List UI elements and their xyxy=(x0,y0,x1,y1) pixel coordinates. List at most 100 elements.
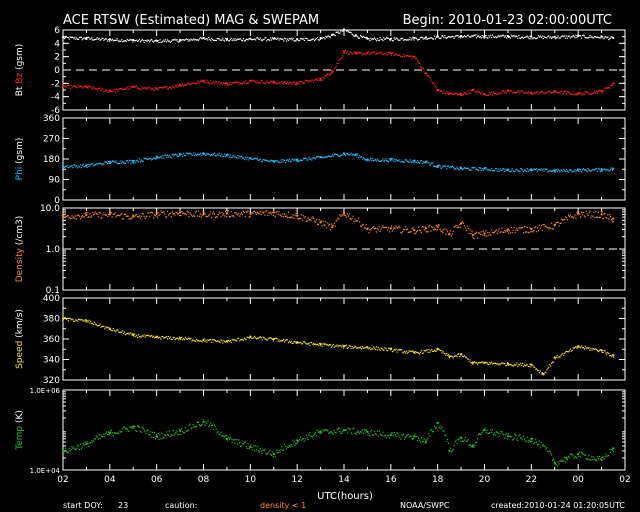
data-dot xyxy=(523,364,526,366)
data-dot xyxy=(183,84,186,87)
data-dot xyxy=(605,87,607,89)
data-dot xyxy=(580,347,582,349)
data-dot xyxy=(84,319,86,321)
data-dot xyxy=(423,70,425,72)
data-dot xyxy=(597,351,600,353)
data-dot xyxy=(135,214,137,216)
data-dot xyxy=(136,87,139,89)
data-dot xyxy=(92,211,94,214)
data-dot xyxy=(236,340,238,342)
data-dot xyxy=(221,153,223,155)
data-dot xyxy=(421,352,423,355)
data-dot xyxy=(135,335,137,338)
data-dot xyxy=(558,225,560,227)
data-dot xyxy=(130,39,132,41)
series-speed xyxy=(61,317,615,376)
data-dot xyxy=(597,167,600,169)
data-dot xyxy=(402,352,404,354)
data-dot xyxy=(128,159,130,161)
data-dot xyxy=(143,334,145,336)
data-dot xyxy=(381,226,383,228)
data-dot xyxy=(422,352,424,354)
data-dot xyxy=(121,430,123,433)
data-point xyxy=(272,160,275,163)
data-dot xyxy=(336,153,338,156)
data-dot xyxy=(288,444,290,447)
data-dot xyxy=(506,230,509,232)
data-dot xyxy=(591,215,593,217)
data-dot xyxy=(295,213,297,215)
data-point xyxy=(483,92,486,96)
y-tick-label: 320 xyxy=(43,376,60,386)
data-dot xyxy=(469,359,471,361)
data-dot xyxy=(397,39,399,41)
data-dot xyxy=(94,38,97,41)
data-dot xyxy=(63,166,65,169)
data-dot xyxy=(70,449,72,451)
data-dot xyxy=(181,336,183,338)
data-dot xyxy=(246,336,248,338)
data-dot xyxy=(270,453,272,455)
data-dot xyxy=(519,434,521,436)
data-dot xyxy=(332,33,334,35)
data-dot xyxy=(119,87,121,89)
data-dot xyxy=(466,93,468,95)
data-dot xyxy=(299,342,301,344)
data-dot xyxy=(345,152,348,154)
data-dot xyxy=(200,424,202,427)
data-dot xyxy=(326,429,328,431)
data-dot xyxy=(470,445,472,447)
data-dot xyxy=(195,39,197,41)
data-dot xyxy=(222,214,224,216)
data-dot xyxy=(185,152,187,154)
data-dot xyxy=(315,344,318,346)
data-dot xyxy=(561,353,563,355)
data-dot xyxy=(279,341,281,343)
data-point xyxy=(366,37,369,40)
data-dot xyxy=(76,218,78,220)
data-dot xyxy=(327,222,329,224)
data-dot xyxy=(411,350,413,352)
data-dot xyxy=(309,158,311,161)
data-dot xyxy=(549,91,551,93)
data-dot xyxy=(87,321,89,323)
data-dot xyxy=(183,39,186,41)
data-dot xyxy=(227,210,230,212)
data-dot xyxy=(610,448,613,451)
data-point xyxy=(132,333,135,336)
data-dot xyxy=(267,453,269,455)
data-dot xyxy=(487,432,489,435)
data-dot xyxy=(231,339,233,341)
data-dot xyxy=(434,166,437,168)
data-dot xyxy=(593,211,595,213)
data-dot xyxy=(92,163,94,165)
data-dot xyxy=(148,212,150,214)
data-dot xyxy=(426,75,428,77)
data-dot xyxy=(358,154,361,157)
data-dot xyxy=(509,363,511,365)
data-dot xyxy=(374,227,377,230)
data-dot xyxy=(393,431,395,434)
data-dot xyxy=(92,323,95,326)
data-dot xyxy=(325,343,327,345)
data-dot xyxy=(533,168,535,170)
data-dot xyxy=(485,94,487,96)
data-dot xyxy=(226,440,229,442)
data-dot xyxy=(204,424,206,426)
data-dot xyxy=(371,429,373,431)
data-dot xyxy=(173,336,175,339)
data-dot xyxy=(129,38,131,40)
data-dot xyxy=(546,226,548,229)
data-dot xyxy=(501,169,503,171)
data-dot xyxy=(202,211,204,213)
data-dot xyxy=(269,450,271,452)
data-dot xyxy=(174,38,176,40)
data-dot xyxy=(74,320,76,323)
data-dot xyxy=(602,169,604,171)
data-dot xyxy=(405,39,408,41)
data-dot xyxy=(494,434,497,436)
data-dot xyxy=(511,36,513,38)
data-dot xyxy=(530,366,532,368)
data-point xyxy=(436,35,439,38)
data-dot xyxy=(511,168,513,170)
